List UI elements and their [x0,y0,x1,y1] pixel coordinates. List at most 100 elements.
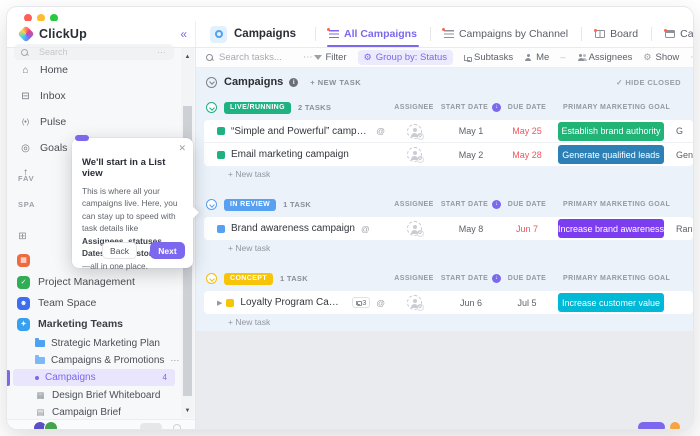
status-square-icon[interactable] [217,224,225,233]
status-badge[interactable]: LIVE/RUNNING [224,101,291,114]
column-header-goal[interactable]: PRIMARY MARKETING GOAL [563,275,671,282]
task-name[interactable]: Loyalty Program Campaign [240,297,346,308]
next-button[interactable]: Next [150,242,185,259]
task-count-badge: 4 [162,373,167,382]
due-date[interactable]: May 25 [512,126,542,136]
task-row[interactable]: “Simple and Powerful” campaign @ ⚙ May 1… [204,120,693,143]
goal-field-value[interactable]: Establish brand authority [558,121,664,141]
due-date[interactable]: Jul 5 [517,297,537,308]
column-header-goal[interactable]: PRIMARY MARKETING GOAL [563,201,671,208]
sidebar-folder-campaigns-promotions[interactable]: Campaigns & Promotions ⋯ + [7,352,189,369]
tab-campaigns-by-channel[interactable]: Campaigns by Channel [440,21,572,47]
column-header-start-date[interactable]: START DATE ↓ [441,274,502,283]
search-tasks-input[interactable] [219,52,289,63]
filter-button[interactable]: Filter [313,52,347,63]
column-header-due-date[interactable]: DUE DATE [507,104,547,111]
show-button[interactable]: ⚙ Show [643,52,679,63]
tab-calendar[interactable]: Calendar [661,21,693,47]
sidebar-space-marketing-teams[interactable]: ✦ Marketing Teams [7,314,181,334]
more-icon[interactable]: ⋯ [690,52,693,63]
column-header-start-date[interactable]: START DATE ↓ [441,103,502,112]
status-square-icon[interactable] [226,298,235,307]
sidebar-folder-strategic-marketing-plan[interactable]: Strategic Marketing Plan [7,335,181,352]
column-header-assignee[interactable]: ASSIGNEE [394,201,434,208]
zoom-window-button[interactable] [50,14,58,22]
goal-field-value[interactable]: Increase customer value [558,293,664,312]
column-header-assignee[interactable]: ASSIGNEE [394,104,434,111]
start-date[interactable]: May 2 [458,149,484,160]
task-row[interactable]: Brand awareness campaign @ ⚙ May 8 Jun 7… [204,217,693,240]
status-badge[interactable]: CONCEPT [224,272,274,285]
sidebar-space-project-management[interactable]: ✓ Project Management [7,272,181,292]
goal-field-value[interactable]: Generate qualified leads [558,145,664,164]
sidebar-search[interactable]: Search ⋯ [14,44,174,60]
task-name[interactable]: Brand awareness campaign [231,223,355,234]
status-square-icon[interactable] [217,127,225,135]
column-header-start-date[interactable]: START DATE ↓ [441,200,502,209]
back-button[interactable]: Back [102,242,137,259]
group-by-button[interactable]: ⚙ Group by: Status [357,50,453,65]
sidebar-item-everything[interactable]: ⊞ [7,226,181,246]
hide-closed-button[interactable]: ✓ HIDE CLOSED [616,77,681,87]
column-header-due-date[interactable]: DUE DATE [507,201,547,208]
collapse-group-icon[interactable] [206,273,217,284]
column-header-goal[interactable]: PRIMARY MARKETING GOAL [563,104,671,111]
folder-actions[interactable]: ⋯ + [170,355,189,365]
sidebar-item-design-brief-whiteboard[interactable]: ▦ Design Brief Whiteboard [7,387,181,404]
assignee-avatar-empty[interactable]: ⚙ [406,295,424,311]
board-view-icon [594,29,606,38]
sidebar-space-team-space[interactable]: ☻ Team Space [7,293,181,313]
assignee-avatar-empty[interactable]: ⚙ [406,123,424,140]
info-icon[interactable]: i [289,77,299,87]
sidebar-item-goals[interactable]: ◎ Goals [7,137,181,159]
due-date[interactable]: May 28 [512,149,542,160]
task-row[interactable]: Email marketing campaign ⚙ May 2 May 28 … [204,143,693,166]
title-bar [7,7,693,22]
start-date[interactable]: May 8 [458,223,484,234]
task-name[interactable]: “Simple and Powerful” campaign [231,125,371,137]
task-name[interactable]: Email marketing campaign [231,149,349,160]
start-date[interactable]: Jun 6 [459,297,483,308]
assignee-avatar-empty[interactable]: ⚙ [406,147,424,163]
sidebar-collapse-icon[interactable]: « [180,27,187,41]
tab-all-campaigns[interactable]: All Campaigns [325,21,421,47]
add-task-row[interactable]: + New task [228,168,271,179]
sidebar-item-inbox[interactable]: ⊟ Inbox [7,85,181,107]
sidebar-space-hidden[interactable]: ▦ [7,250,181,270]
due-date[interactable]: Jun 7 [515,223,539,234]
goal-field-value[interactable]: Increase brand awareness [558,219,664,238]
close-icon[interactable]: ✕ [178,143,186,153]
expand-subtasks-icon[interactable]: ▶ [217,299,223,307]
sidebar-list-campaigns-selected[interactable]: Campaigns 4 [13,369,175,386]
user-avatar[interactable] [44,421,58,429]
subtask-count-chip[interactable]: 3 [352,297,371,308]
scroll-up-arrow-icon[interactable]: ▲ [184,54,191,60]
assignee-avatar-empty[interactable]: ⚙ [406,221,424,237]
start-date[interactable]: May 1 [458,126,484,136]
add-task-row[interactable]: + New task [228,242,271,253]
column-header-due-date[interactable]: DUE DATE [507,275,547,282]
collapse-group-icon[interactable] [206,199,217,210]
me-filter-button[interactable]: Me [524,52,549,63]
tab-board[interactable]: Board [591,21,642,47]
close-window-button[interactable] [24,14,32,22]
collapse-list-icon[interactable] [206,76,217,88]
subtasks-button[interactable]: Subtasks [464,52,513,63]
column-header-assignee[interactable]: ASSIGNEE [394,275,434,282]
assignees-button[interactable]: Assignees [577,52,632,63]
more-icon[interactable]: ⋯ [303,52,314,63]
sidebar-item-pulse[interactable]: (•) Pulse [7,111,181,133]
sidebar-item-home[interactable]: ⌂ Home [7,59,181,81]
invite-button[interactable] [638,422,665,429]
sidebar-item-hidden[interactable]: ↑ [7,161,181,183]
help-button[interactable] [670,422,680,429]
new-task-button[interactable]: + NEW TASK [310,77,362,87]
status-badge[interactable]: IN REVIEW [224,198,277,211]
scroll-down-arrow-icon[interactable]: ▼ [184,408,191,414]
task-row[interactable]: ▶ Loyalty Program Campaign 3 @ ⚙ Jun 6 J… [204,291,693,314]
minimize-window-button[interactable] [37,14,45,22]
add-task-row[interactable]: + New task [228,316,271,327]
collapse-group-icon[interactable] [206,102,217,113]
status-square-icon[interactable] [217,150,225,159]
sidebar-item-campaign-brief[interactable]: ▤ Campaign Brief [7,404,181,421]
